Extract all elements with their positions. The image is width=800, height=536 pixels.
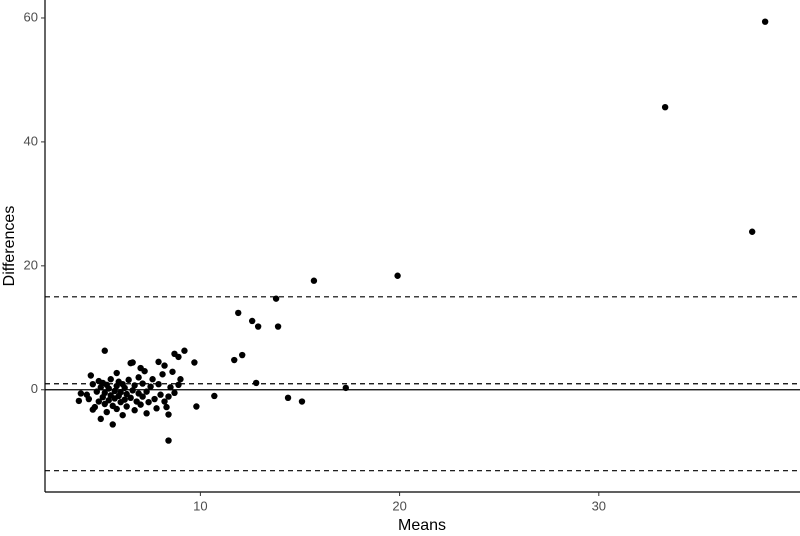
point <box>310 277 318 284</box>
point <box>89 406 97 413</box>
point <box>101 347 108 354</box>
point <box>235 309 242 317</box>
point <box>181 347 188 354</box>
point <box>103 408 110 416</box>
point <box>248 317 256 325</box>
x-tick-label: 10 <box>193 498 207 513</box>
point <box>107 376 114 383</box>
point <box>143 388 150 395</box>
point <box>161 362 168 369</box>
point <box>101 389 108 397</box>
point <box>105 397 112 404</box>
point <box>193 403 200 410</box>
point <box>153 405 160 412</box>
point <box>89 380 97 388</box>
x-axis-label: Means <box>398 517 446 534</box>
point <box>175 353 182 361</box>
point <box>748 228 756 235</box>
point <box>284 394 292 402</box>
point <box>147 383 154 390</box>
point <box>274 323 282 330</box>
point <box>394 272 401 279</box>
point <box>342 384 350 392</box>
point <box>159 371 166 378</box>
point <box>113 369 120 377</box>
point <box>127 359 134 367</box>
x-tick-label: 20 <box>392 498 406 513</box>
point <box>137 401 144 408</box>
point <box>139 393 146 400</box>
point <box>95 398 102 405</box>
point <box>177 376 184 383</box>
point <box>97 415 104 423</box>
point <box>145 398 152 406</box>
point <box>163 403 170 411</box>
point <box>125 376 132 384</box>
point <box>111 387 118 395</box>
point <box>161 398 168 405</box>
point <box>105 385 112 392</box>
point <box>165 411 172 418</box>
point <box>139 380 146 387</box>
y-tick-label: 60 <box>24 9 38 24</box>
point <box>157 391 164 398</box>
point <box>211 392 218 400</box>
point <box>254 323 262 330</box>
point <box>191 359 198 366</box>
point <box>131 382 138 389</box>
y-tick-label: 20 <box>24 257 38 272</box>
point <box>761 18 769 25</box>
x-tick-label: 30 <box>592 498 606 513</box>
point <box>155 358 162 366</box>
point <box>298 398 306 405</box>
y-axis-label: Differences <box>1 206 18 287</box>
point <box>151 395 158 403</box>
point <box>131 407 138 414</box>
point <box>231 356 238 364</box>
y-tick-label: 40 <box>24 133 38 148</box>
point <box>93 388 100 395</box>
point <box>661 103 669 111</box>
point <box>87 372 95 379</box>
point <box>109 421 116 428</box>
point <box>77 390 85 397</box>
point <box>169 368 176 375</box>
point <box>119 411 126 419</box>
point <box>149 376 156 383</box>
point <box>175 381 182 389</box>
point <box>135 374 142 381</box>
point <box>121 384 128 392</box>
point <box>113 405 120 413</box>
point <box>165 393 172 400</box>
point <box>252 379 260 387</box>
y-tick-label: 0 <box>31 381 38 396</box>
point <box>127 394 134 402</box>
point <box>272 295 280 302</box>
point <box>85 395 93 403</box>
point <box>155 380 162 388</box>
point <box>141 367 148 375</box>
point <box>171 389 178 397</box>
point <box>123 403 130 410</box>
point <box>129 387 136 394</box>
point <box>239 351 246 359</box>
point <box>165 437 172 444</box>
point <box>117 389 124 396</box>
point <box>75 397 83 405</box>
point <box>167 384 174 391</box>
point <box>143 410 150 417</box>
point <box>121 396 128 403</box>
